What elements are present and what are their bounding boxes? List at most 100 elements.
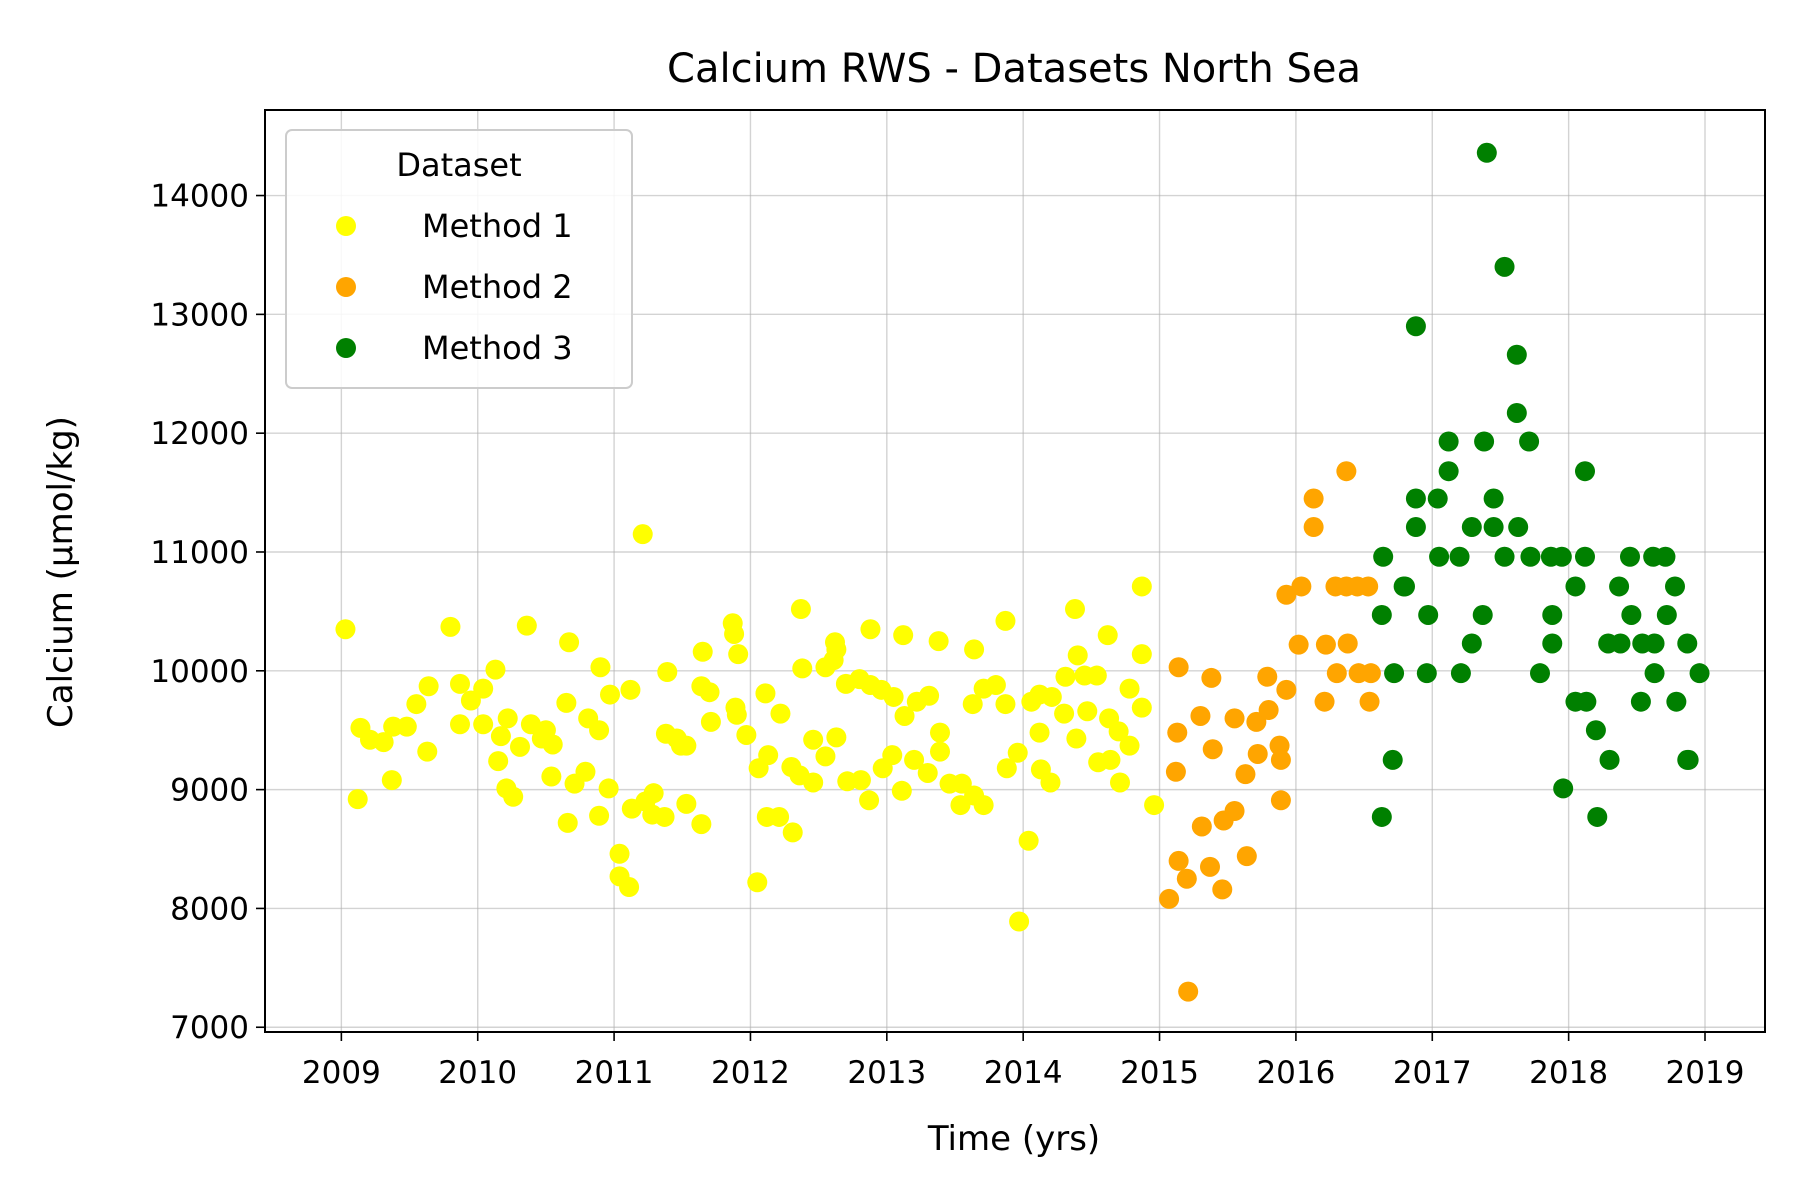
y-axis-label: Calcium (µmol/kg) bbox=[41, 416, 81, 728]
data-point bbox=[473, 678, 494, 699]
data-point bbox=[726, 704, 747, 725]
data-point bbox=[1337, 633, 1358, 654]
data-point bbox=[598, 778, 619, 799]
data-point bbox=[1494, 546, 1515, 567]
plot-frame bbox=[264, 109, 1766, 1033]
data-point bbox=[1029, 722, 1050, 743]
data-point bbox=[1359, 691, 1380, 712]
data-point bbox=[691, 814, 712, 835]
data-point bbox=[516, 615, 537, 636]
x-tick-label: 2017 bbox=[1393, 1055, 1472, 1091]
data-point bbox=[1247, 743, 1268, 764]
data-point bbox=[769, 806, 790, 827]
data-point bbox=[891, 780, 912, 801]
data-point bbox=[1236, 846, 1257, 867]
data-point bbox=[1530, 663, 1550, 684]
data-point bbox=[1474, 431, 1495, 452]
legend-marker bbox=[336, 338, 356, 358]
data-point bbox=[724, 623, 745, 644]
data-point bbox=[1405, 488, 1426, 509]
data-points bbox=[335, 142, 1710, 1002]
data-point bbox=[826, 727, 847, 748]
data-point bbox=[919, 685, 940, 706]
data-point bbox=[557, 812, 578, 833]
data-point bbox=[1190, 705, 1211, 726]
data-point bbox=[1202, 739, 1223, 760]
data-point bbox=[1585, 720, 1606, 741]
data-point bbox=[1565, 576, 1586, 597]
data-point bbox=[417, 741, 438, 762]
data-point bbox=[609, 843, 630, 864]
data-point bbox=[520, 714, 541, 735]
data-point bbox=[917, 762, 938, 783]
data-point bbox=[589, 805, 610, 826]
data-point bbox=[1575, 461, 1595, 482]
data-point bbox=[755, 683, 776, 704]
data-point bbox=[1494, 256, 1515, 277]
data-point bbox=[1666, 691, 1687, 712]
data-point bbox=[1224, 708, 1245, 729]
data-point bbox=[619, 877, 640, 898]
data-point bbox=[1508, 517, 1529, 538]
data-point bbox=[1542, 604, 1563, 625]
data-point bbox=[1644, 663, 1665, 684]
data-point bbox=[815, 746, 836, 767]
data-point bbox=[347, 789, 368, 810]
data-point bbox=[1427, 488, 1448, 509]
data-point bbox=[1168, 657, 1189, 678]
x-tick-label: 2012 bbox=[711, 1055, 790, 1091]
data-point bbox=[1224, 801, 1245, 822]
data-point bbox=[1288, 634, 1309, 655]
data-point bbox=[1610, 633, 1631, 654]
data-point bbox=[893, 625, 914, 646]
data-point bbox=[1371, 806, 1392, 827]
data-point bbox=[1609, 576, 1630, 597]
gridlines bbox=[265, 110, 1765, 1032]
data-point bbox=[1644, 633, 1665, 654]
data-point bbox=[850, 770, 871, 791]
data-point bbox=[1097, 625, 1118, 646]
series-1 bbox=[335, 524, 1165, 932]
legend: Dataset Method 1 Method 2 Method 3 bbox=[285, 129, 633, 389]
data-point bbox=[1276, 584, 1297, 605]
y-tick-label: 12000 bbox=[150, 416, 249, 452]
x-tick-label: 2009 bbox=[302, 1055, 381, 1091]
data-point bbox=[485, 659, 506, 680]
data-point bbox=[1315, 634, 1336, 655]
data-point bbox=[1655, 546, 1676, 567]
y-tick-label: 9000 bbox=[170, 773, 249, 809]
series-2 bbox=[1159, 461, 1381, 1002]
data-point bbox=[406, 694, 427, 715]
data-point bbox=[1212, 879, 1233, 900]
data-point bbox=[1506, 344, 1527, 365]
data-point bbox=[1677, 633, 1698, 654]
data-point bbox=[1065, 599, 1085, 620]
data-point bbox=[542, 734, 563, 755]
data-point bbox=[1200, 856, 1220, 877]
legend-marker bbox=[336, 216, 356, 236]
data-point bbox=[1360, 663, 1381, 684]
data-point bbox=[894, 705, 915, 726]
data-point bbox=[643, 783, 664, 804]
data-point bbox=[1303, 488, 1324, 509]
data-point bbox=[1384, 663, 1405, 684]
x-tick-label: 2015 bbox=[1120, 1055, 1199, 1091]
data-point bbox=[1576, 691, 1597, 712]
data-point bbox=[490, 726, 511, 747]
data-point bbox=[1131, 576, 1152, 597]
data-point bbox=[1314, 691, 1335, 712]
data-point bbox=[541, 766, 562, 787]
data-point bbox=[373, 732, 394, 753]
data-point bbox=[1373, 546, 1394, 567]
data-point bbox=[1450, 663, 1471, 684]
data-point bbox=[1599, 749, 1620, 770]
data-point bbox=[1418, 604, 1439, 625]
data-point bbox=[699, 682, 720, 703]
data-point bbox=[1336, 461, 1357, 482]
data-point bbox=[1159, 888, 1180, 909]
data-point bbox=[556, 692, 577, 713]
data-point bbox=[1587, 806, 1608, 827]
data-point bbox=[1276, 679, 1297, 700]
